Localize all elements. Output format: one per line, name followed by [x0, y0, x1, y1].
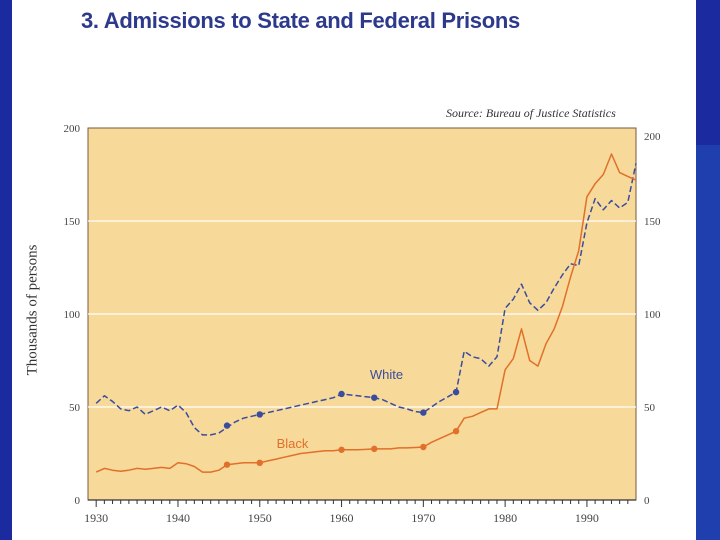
y-tick-label-left: 100	[64, 309, 81, 321]
y-tick-label-left: 200	[64, 123, 81, 135]
series-line-white	[95, 163, 637, 436]
data-point-black	[256, 459, 263, 466]
x-tick-label: 1950	[248, 511, 272, 525]
data-point-black	[338, 446, 345, 453]
x-tick-label: 1930	[84, 511, 108, 525]
data-point-black	[371, 445, 378, 453]
data-point-white	[371, 394, 378, 401]
slide-edge-band	[696, 145, 720, 540]
x-tick-label: 1970	[411, 511, 435, 525]
y-tick-label-right: 50	[644, 402, 656, 414]
y-tick-label-right: 0	[644, 495, 650, 507]
series-label-black: Black	[277, 436, 309, 451]
data-point-white	[338, 390, 345, 398]
data-point-white	[452, 388, 460, 396]
x-tick-label: 1940	[166, 511, 190, 525]
source-note: Source: Bureau of Justice Statistics	[446, 106, 616, 120]
series-label-white: White	[370, 367, 403, 382]
y-tick-label-left: 0	[75, 495, 81, 507]
y-tick-label-right: 100	[644, 309, 661, 321]
series-line-black	[95, 153, 637, 473]
data-point-white	[223, 422, 231, 429]
data-point-black	[420, 443, 427, 451]
x-tick-label: 1980	[493, 511, 517, 525]
chart-title: 3. Admissions to State and Federal Priso…	[81, 8, 520, 33]
x-tick-label: 1960	[330, 511, 354, 525]
data-point-white	[420, 409, 427, 416]
y-tick-label-right: 150	[644, 216, 661, 228]
data-point-black	[452, 427, 460, 435]
y-tick-label-right: 200	[644, 131, 661, 143]
y-tick-label-left: 150	[64, 216, 81, 228]
data-point-white	[256, 411, 263, 418]
data-point-black	[223, 461, 231, 468]
x-tick-label: 1990	[575, 511, 599, 525]
y-tick-label-left: 50	[69, 402, 81, 414]
